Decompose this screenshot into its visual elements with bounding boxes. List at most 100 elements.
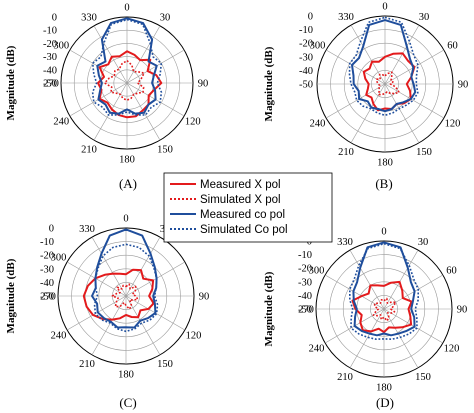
angle-tick-label: 210 bbox=[81, 144, 97, 155]
angle-tick-label: 150 bbox=[416, 147, 432, 158]
grid-spoke bbox=[93, 82, 128, 141]
grid-spoke bbox=[349, 249, 385, 310]
legend-entry-2: Measured co pol bbox=[170, 209, 285, 221]
r-tick-label: -30 bbox=[40, 264, 54, 275]
grid-spoke bbox=[126, 82, 161, 141]
r-tick-label: -40 bbox=[40, 278, 54, 289]
angle-tick-label: 180 bbox=[377, 158, 393, 169]
angle-tick-label: 270 bbox=[298, 305, 314, 316]
angle-tick-label: 90 bbox=[199, 292, 210, 303]
legend-entry-0: Measured X pol bbox=[170, 179, 281, 191]
angle-tick-label: 240 bbox=[51, 331, 67, 342]
series-line-1 bbox=[111, 283, 139, 310]
panel-label: (D) bbox=[376, 395, 394, 410]
legend-entry-1: Simulated X pol bbox=[170, 194, 281, 206]
angle-tick-label: 240 bbox=[310, 119, 326, 130]
series-line-2 bbox=[96, 17, 158, 115]
panel-label: (B) bbox=[375, 176, 392, 191]
angle-tick-label: 240 bbox=[53, 117, 69, 128]
r-tick-label: -40 bbox=[299, 66, 313, 77]
grid-spoke bbox=[126, 25, 161, 84]
series-line-0 bbox=[351, 280, 413, 334]
legend-label-3: Simulated Co pol bbox=[200, 224, 288, 236]
series-line-0 bbox=[82, 268, 155, 321]
angle-tick-label: 300 bbox=[310, 41, 326, 52]
panel-label: (C) bbox=[119, 395, 136, 410]
r-tick-label: -20 bbox=[298, 264, 312, 275]
r-tick-label: -20 bbox=[43, 39, 57, 50]
grid-spoke bbox=[91, 236, 127, 297]
r-tick-label: -10 bbox=[40, 237, 54, 248]
series-line-1 bbox=[103, 59, 145, 101]
angle-tick-label: 120 bbox=[185, 117, 201, 128]
grid-spoke bbox=[324, 274, 385, 310]
legend-label-0: Measured X pol bbox=[200, 179, 281, 191]
legend-entry-3: Simulated Co pol bbox=[170, 224, 288, 236]
r-tick-label: -40 bbox=[43, 65, 57, 76]
angle-tick-label: 180 bbox=[376, 383, 392, 394]
angle-tick-label: 0 bbox=[382, 2, 387, 13]
series-line-2 bbox=[351, 19, 417, 113]
r-tick-label: -20 bbox=[40, 251, 54, 262]
legend-label-2: Measured co pol bbox=[200, 209, 285, 221]
angle-tick-label: 60 bbox=[447, 41, 458, 52]
angle-tick-label: 300 bbox=[309, 266, 325, 277]
angle-tick-label: 120 bbox=[445, 119, 461, 130]
angle-tick-label: 120 bbox=[186, 331, 202, 342]
angle-tick-label: 300 bbox=[51, 253, 67, 264]
grid-spoke bbox=[66, 261, 127, 297]
angle-tick-label: 60 bbox=[446, 266, 457, 277]
grid-spoke bbox=[325, 49, 386, 85]
r-tick-label: 0 bbox=[52, 13, 57, 24]
angle-tick-label: 150 bbox=[157, 144, 173, 155]
legend: Measured X pol Simulated X pol Measured … bbox=[163, 172, 333, 243]
polar-panel-3: 0-10-20-30-40-50030609012015018021024027… bbox=[263, 227, 467, 411]
angle-tick-label: 330 bbox=[79, 224, 95, 235]
series-line-1 bbox=[376, 71, 400, 96]
r-tick-label: -10 bbox=[43, 26, 57, 37]
series-line-3 bbox=[348, 16, 419, 117]
angle-tick-label: 270 bbox=[43, 79, 59, 90]
y-axis-label: Magnitude (dB) bbox=[263, 46, 275, 121]
grid-spoke bbox=[384, 24, 420, 85]
series-line-0 bbox=[97, 50, 163, 119]
angle-tick-label: 270 bbox=[40, 292, 56, 303]
grid-spoke bbox=[383, 249, 419, 310]
panels: 0 -10 -20 -30 -40 -50 0 30 90 120 150 180 210 240 270 3… bbox=[5, 2, 468, 411]
r-tick-label: -30 bbox=[299, 52, 313, 63]
angle-tick-label: 210 bbox=[338, 147, 354, 158]
legend-label-1: Simulated X pol bbox=[200, 194, 281, 206]
panel-label: (A) bbox=[119, 176, 137, 191]
angle-tick-label: 240 bbox=[309, 344, 325, 355]
series-line-2 bbox=[352, 241, 416, 337]
y-axis-label: Magnitude (dB) bbox=[5, 45, 17, 120]
grid-spoke bbox=[383, 274, 444, 310]
angle-tick-label: 90 bbox=[457, 305, 468, 316]
polar-panel-2: 0-10-20-30-40-50030901201501802102402703… bbox=[5, 214, 209, 411]
grid-spoke bbox=[383, 308, 444, 344]
series-line-0 bbox=[362, 52, 416, 112]
polar-panel-1: 0 -10 -20 -30 -40 -50 0 30 60 90 120 150 180 210 240 30… bbox=[263, 2, 468, 192]
series-line-3 bbox=[349, 242, 419, 340]
grid-spoke bbox=[125, 295, 161, 356]
y-axis-label: Magnitude (dB) bbox=[5, 258, 17, 333]
r-tick-label: -50 bbox=[43, 79, 57, 90]
angle-tick-label: 330 bbox=[337, 237, 353, 248]
angle-tick-label: 0 bbox=[123, 214, 128, 225]
r-tick-label: 0 bbox=[49, 224, 54, 235]
series-line-3 bbox=[93, 243, 159, 333]
polar-panel-0: 0 -10 -20 -30 -40 -50 0 30 90 120 150 180 210 240 270 3… bbox=[5, 3, 208, 192]
r-tick-label: -50 bbox=[298, 305, 312, 316]
grid-spoke bbox=[383, 308, 419, 369]
angle-tick-label: 330 bbox=[81, 13, 97, 24]
grid-spoke bbox=[384, 83, 420, 144]
angle-tick-label: 210 bbox=[337, 372, 353, 383]
angle-tick-label: 180 bbox=[118, 370, 134, 381]
angle-tick-label: 150 bbox=[415, 372, 431, 383]
grid-spoke bbox=[349, 308, 385, 369]
grid-spoke bbox=[125, 236, 161, 297]
r-tick-label: -50 bbox=[299, 80, 313, 91]
grid-spoke bbox=[93, 25, 128, 84]
r-tick-label: -10 bbox=[299, 25, 313, 36]
r-tick-label: 0 bbox=[308, 12, 313, 23]
